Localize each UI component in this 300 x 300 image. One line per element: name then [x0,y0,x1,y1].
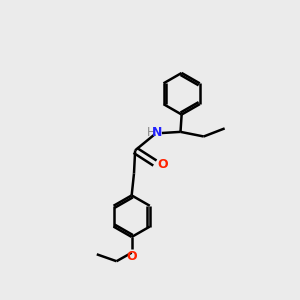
Text: H: H [147,126,156,139]
Text: O: O [126,250,137,263]
Text: O: O [158,158,168,171]
Text: N: N [152,126,162,139]
